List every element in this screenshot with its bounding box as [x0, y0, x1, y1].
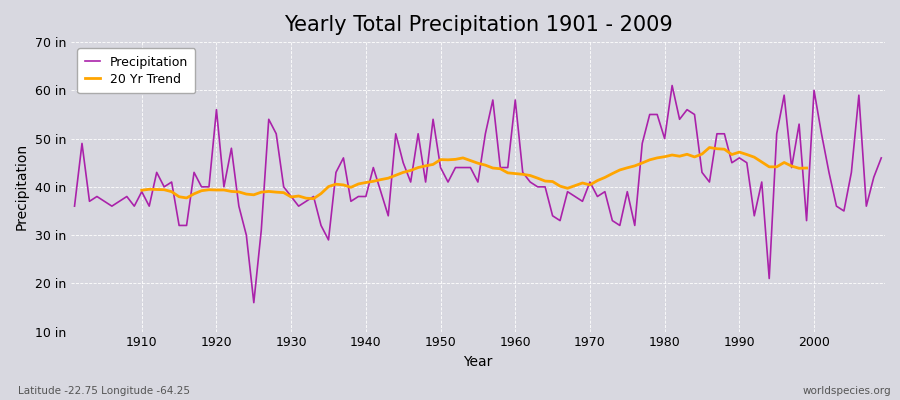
Line: 20 Yr Trend: 20 Yr Trend	[142, 148, 806, 199]
X-axis label: Year: Year	[464, 355, 492, 369]
Legend: Precipitation, 20 Yr Trend: Precipitation, 20 Yr Trend	[77, 48, 195, 93]
Y-axis label: Precipitation: Precipitation	[15, 143, 29, 230]
Precipitation	[301, 199, 311, 204]
Precipitation	[248, 300, 259, 305]
20 Yr Trend	[346, 185, 356, 190]
20 Yr Trend	[226, 189, 237, 194]
Precipitation	[607, 218, 617, 223]
20 Yr Trend	[704, 145, 715, 150]
Text: Latitude -22.75 Longitude -64.25: Latitude -22.75 Longitude -64.25	[18, 386, 190, 396]
Title: Yearly Total Precipitation 1901 - 2009: Yearly Total Precipitation 1901 - 2009	[284, 15, 672, 35]
20 Yr Trend	[137, 188, 148, 193]
20 Yr Trend	[607, 171, 617, 176]
Precipitation	[509, 98, 520, 102]
Precipitation	[667, 83, 678, 88]
Text: worldspecies.org: worldspecies.org	[803, 386, 891, 396]
20 Yr Trend	[308, 196, 319, 201]
Line: Precipitation: Precipitation	[75, 86, 881, 303]
20 Yr Trend	[719, 147, 730, 152]
20 Yr Trend	[801, 166, 812, 170]
20 Yr Trend	[787, 164, 797, 168]
Precipitation	[518, 170, 528, 175]
Precipitation	[346, 199, 356, 204]
Precipitation	[129, 204, 140, 208]
Precipitation	[69, 204, 80, 208]
Precipitation	[876, 156, 886, 160]
20 Yr Trend	[697, 152, 707, 156]
